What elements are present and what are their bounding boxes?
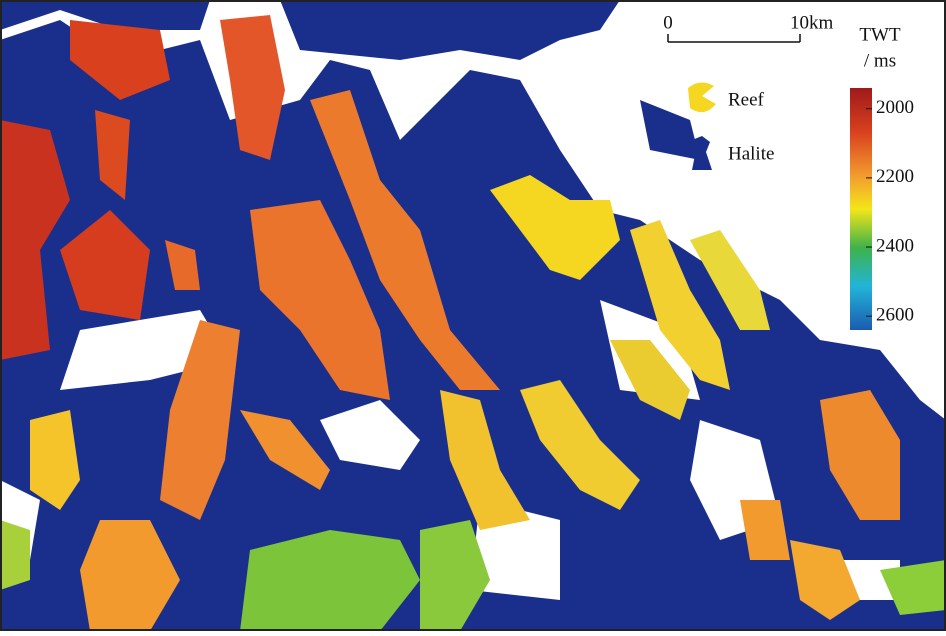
legend-label: Halite bbox=[728, 143, 774, 164]
reef-bodies bbox=[0, 15, 946, 631]
reef-icon bbox=[688, 82, 716, 113]
colorbar-tick-label: 2600 bbox=[876, 305, 914, 326]
halite-icon bbox=[692, 136, 712, 170]
legend: Reef Halite bbox=[688, 82, 774, 170]
colorbar-tick-label: 2200 bbox=[876, 166, 914, 187]
scale-label: 10km bbox=[790, 12, 834, 33]
scale-label: 0 bbox=[663, 12, 673, 33]
colorbar-tick-label: 2400 bbox=[876, 235, 914, 256]
colorbar-scale bbox=[850, 88, 872, 330]
colorbar-title: / ms bbox=[864, 50, 896, 71]
legend-label: Reef bbox=[728, 89, 765, 110]
colorbar-tick-label: 2000 bbox=[876, 97, 914, 118]
colorbar: TWT / ms 2000 2200 2400 2600 bbox=[850, 24, 914, 330]
scale-bar: 0 10km bbox=[663, 12, 834, 43]
colorbar-title: TWT bbox=[859, 24, 901, 45]
